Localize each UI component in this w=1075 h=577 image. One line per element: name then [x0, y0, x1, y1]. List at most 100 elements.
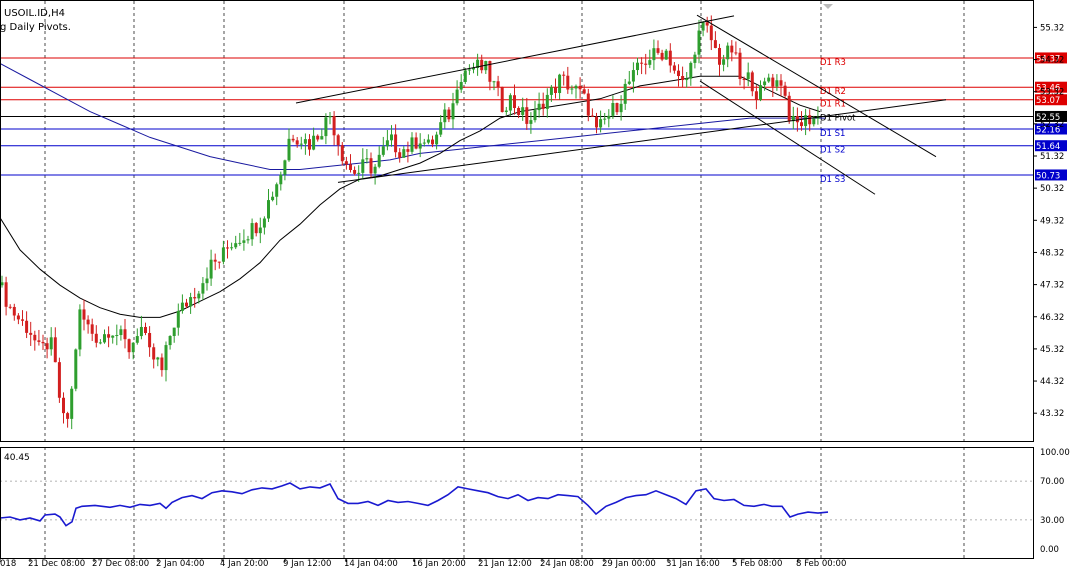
candle: [144, 322, 147, 336]
candle-body: [29, 332, 33, 335]
candle: [209, 249, 213, 286]
price-tick-label: 44.32: [1040, 377, 1064, 387]
candle: [353, 166, 357, 176]
candle-body: [242, 240, 246, 243]
pivot-price-tag: [1035, 94, 1067, 106]
candle: [549, 84, 553, 102]
rsi-panel-frame: [0, 447, 1034, 559]
candle-body: [431, 139, 434, 145]
candle: [193, 287, 197, 308]
pivot-label: D1 R1: [820, 100, 846, 110]
time-tick-label: 14 Jan 04:00: [344, 559, 398, 569]
candle-body: [771, 77, 775, 87]
candle-body: [275, 184, 279, 197]
candle: [414, 132, 418, 150]
candle: [152, 343, 156, 369]
chart-shift-marker[interactable]: [823, 4, 833, 9]
trendline[interactable]: [699, 80, 876, 195]
candle: [340, 142, 344, 166]
candle-body: [640, 62, 644, 64]
candle-body: [795, 116, 799, 123]
candle: [250, 218, 254, 246]
candle-body: [156, 357, 160, 360]
candle-body: [533, 110, 537, 121]
candle-body: [734, 52, 738, 54]
candle-body: [513, 95, 516, 108]
candle: [226, 240, 229, 259]
candle-body: [303, 139, 307, 144]
candle: [21, 310, 24, 326]
candle: [271, 191, 275, 202]
candle: [517, 106, 521, 119]
pivot-price-tag-label: 53.07: [1036, 96, 1060, 106]
candle-body: [70, 388, 74, 419]
rsi-tick-label: 0.00: [1040, 545, 1059, 555]
candle-body: [115, 335, 119, 337]
candle: [344, 156, 348, 170]
candle-body: [500, 87, 504, 112]
candle: [504, 106, 508, 115]
pivot-price-tag: [1035, 52, 1067, 64]
candle-body: [53, 337, 57, 363]
candle-body: [504, 110, 508, 112]
candle: [262, 216, 266, 235]
candle-body: [37, 340, 41, 342]
candle-body: [443, 109, 447, 123]
candle-body: [730, 45, 734, 53]
candle: [156, 356, 160, 367]
price-tick-label: 51.32: [1040, 152, 1064, 162]
candle: [324, 113, 328, 145]
candle: [328, 112, 332, 125]
time-tick-label: 27 Dec 08:00: [92, 559, 149, 569]
candle-body: [283, 160, 287, 175]
pivot-label: D1 S1: [820, 129, 845, 139]
candle-body: [226, 247, 229, 249]
time-tick-label: 29 Jan 00:00: [602, 559, 656, 569]
candle: [426, 134, 430, 145]
candle-body: [172, 327, 176, 337]
candle: [164, 341, 168, 382]
candle-body: [406, 149, 410, 152]
candle: [176, 303, 180, 336]
candle: [377, 146, 381, 169]
candle-body: [57, 362, 61, 398]
candle-body: [759, 85, 762, 100]
candle: [775, 74, 779, 91]
candle-body: [410, 137, 414, 152]
candle-body: [529, 120, 533, 124]
time-tick-label: 5 Feb 08:00: [732, 559, 782, 569]
candle: [599, 110, 603, 133]
candle: [439, 115, 443, 138]
candle-body: [205, 278, 209, 284]
candle-body: [738, 52, 742, 80]
time-tick-label: 21 Dec 08:00: [28, 559, 85, 569]
candle-body: [402, 149, 406, 158]
candle-body: [554, 87, 557, 94]
candle: [127, 338, 131, 359]
candle-body: [750, 72, 754, 92]
rsi-tick-label: 100.00: [1040, 448, 1070, 458]
candle-body: [488, 61, 492, 82]
candle-body: [726, 45, 730, 60]
candle-body: [299, 143, 303, 145]
candle: [78, 304, 82, 357]
candle-body: [82, 309, 86, 320]
candle: [94, 325, 98, 348]
candle: [701, 20, 705, 37]
time-tick-label: 24 Jan 08:00: [540, 559, 594, 569]
candle-body: [451, 103, 455, 120]
candle: [275, 182, 279, 206]
candle: [508, 93, 512, 116]
candle-body: [271, 196, 275, 201]
candle-body: [267, 200, 270, 219]
candle: [131, 342, 135, 360]
candle-body: [160, 357, 164, 371]
trendline[interactable]: [696, 14, 937, 158]
trendline[interactable]: [295, 15, 735, 104]
candle-body: [144, 326, 147, 333]
candle-body: [808, 115, 812, 125]
trendline[interactable]: [337, 99, 947, 183]
pivot-price-tag-label: 52.16: [1036, 125, 1060, 135]
